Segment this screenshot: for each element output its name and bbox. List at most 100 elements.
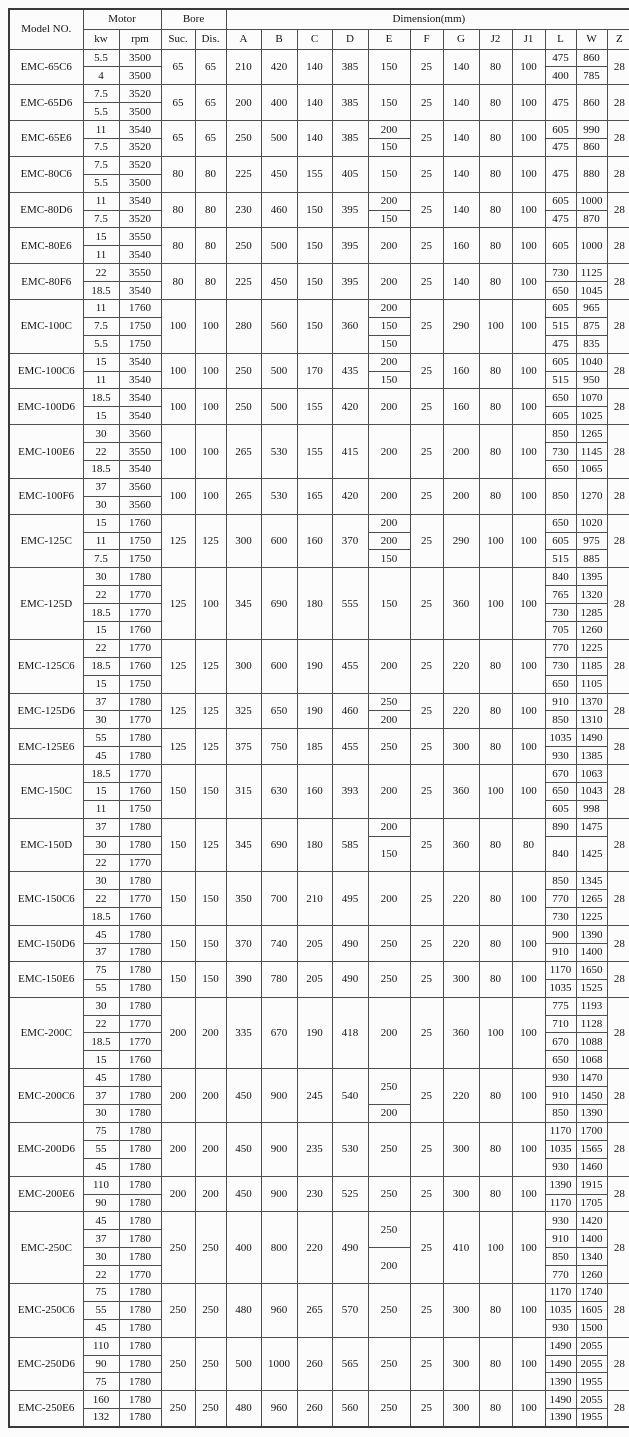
header-dimension: Dimension(mm) [225,8,629,30]
table-row: 132 1780 1390 1955 [9,1408,629,1428]
z-cell: 28 [606,1068,629,1123]
w-cell: 1193 [575,996,608,1016]
kw-cell: 7.5 [82,209,120,229]
header-e: E [367,28,411,50]
z-cell: 28 [606,1336,629,1392]
rpm-cell: 1780 [118,746,162,766]
rpm-cell: 1780 [118,1408,162,1428]
z-cell: 28 [606,1175,629,1213]
model-cell: EMC-200C6 [8,1068,84,1123]
kw-cell: 22 [82,853,120,873]
rpm-cell: 1770 [118,1265,162,1284]
rpm-cell: 1760 [118,656,162,676]
c-cell: 150 [296,263,333,300]
b-cell: 960 [260,1390,298,1428]
rpm-cell: 3520 [118,84,162,104]
discharge-cell: 200 [194,996,227,1070]
rpm-cell: 1760 [118,1050,162,1070]
rpm-cell: 1780 [118,1104,162,1123]
w-cell: 1260 [575,1265,608,1284]
discharge-cell: 100 [194,298,227,354]
kw-cell: 5.5 [82,102,120,122]
rpm-cell: 1780 [118,1300,162,1320]
c-cell: 190 [296,638,333,694]
w-cell: 1088 [575,1032,608,1052]
g-cell: 220 [442,1068,480,1123]
kw-cell: 30 [82,424,120,444]
e-cell: 200 [367,764,411,819]
suction-cell: 125 [160,638,196,694]
table-row: EMC-100D6 18.5 3540 100 100 250 500 155 420 200 25… [8,388,629,426]
l-cell: 475 [544,334,577,354]
suction-cell: 100 [160,298,196,354]
w-cell: 1955 [575,1372,608,1392]
b-cell: 420 [260,48,298,86]
table-row: 22 1770 [9,853,629,873]
e-cell: 200 [367,1247,411,1284]
model-cell: EMC-65C6 [8,48,84,86]
discharge-cell: 100 [194,477,227,515]
l-cell: 605 [544,120,577,139]
w-cell: 1225 [575,907,608,927]
z-cell: 28 [606,871,629,927]
l-cell: 910 [544,943,577,962]
suction-cell: 80 [160,227,196,265]
l-cell: 650 [544,782,577,801]
b-cell: 400 [260,84,298,122]
kw-cell: 7.5 [82,137,120,157]
f-cell: 25 [409,263,444,300]
e-cell: 250 [367,1390,411,1428]
model-cell: EMC-150C6 [8,871,84,927]
kw-cell: 30 [82,1247,120,1267]
suction-cell: 250 [160,1390,196,1428]
f-cell: 25 [409,692,444,730]
f-cell: 25 [409,477,444,515]
rpm-cell: 1770 [118,1032,162,1052]
kw-cell: 15 [82,782,120,801]
rpm-cell: 3520 [118,155,162,175]
kw-cell: 11 [82,191,120,211]
j2-cell: 80 [478,120,513,157]
suction-cell: 65 [160,48,196,86]
suction-cell: 250 [160,1211,196,1284]
table-row: 11 1750 200 605 975 [9,531,629,551]
kw-cell: 15 [82,352,120,372]
f-cell: 25 [409,191,444,229]
b-cell: 530 [260,424,298,479]
c-cell: 170 [296,352,333,390]
d-cell: 490 [331,1211,369,1284]
j2-cell: 100 [478,567,513,640]
model-cell: EMC-125D6 [8,692,84,730]
rpm-cell: 3540 [118,406,162,426]
w-cell: 1105 [575,674,608,694]
w-cell: 2055 [575,1336,608,1356]
c-cell: 155 [296,155,333,193]
model-cell: EMC-200C [8,996,84,1070]
discharge-cell: 150 [194,925,227,962]
g-cell: 140 [442,155,480,193]
kw-cell: 45 [82,1211,120,1231]
model-cell: EMC-125C [8,513,84,569]
l-cell: 670 [544,764,577,784]
c-cell: 185 [296,728,333,766]
kw-cell: 18.5 [82,459,120,479]
table-row: EMC-125C 15 1760 125 125 300 600 160 370 200 25 290… [8,513,629,569]
table-row: 11 1750 605 998 [9,799,629,819]
model-cell: EMC-80C6 [8,155,84,193]
w-cell: 1045 [575,281,608,300]
table-row: EMC-100C 11 1760 100 100 280 560 150 360 200 25 290… [8,298,629,354]
d-cell: 560 [331,1390,369,1428]
e-cell: 150 [367,209,411,229]
c-cell: 210 [296,871,333,927]
g-cell: 360 [442,996,480,1070]
j2-cell: 80 [478,728,513,766]
rpm-cell: 3520 [118,137,162,157]
suction-cell: 200 [160,996,196,1070]
e-cell: 200 [367,1104,411,1123]
discharge-cell: 150 [194,764,227,819]
discharge-cell: 200 [194,1068,227,1123]
f-cell: 25 [409,728,444,766]
rpm-cell: 1780 [118,567,162,587]
g-cell: 360 [442,817,480,873]
a-cell: 500 [225,1336,262,1392]
